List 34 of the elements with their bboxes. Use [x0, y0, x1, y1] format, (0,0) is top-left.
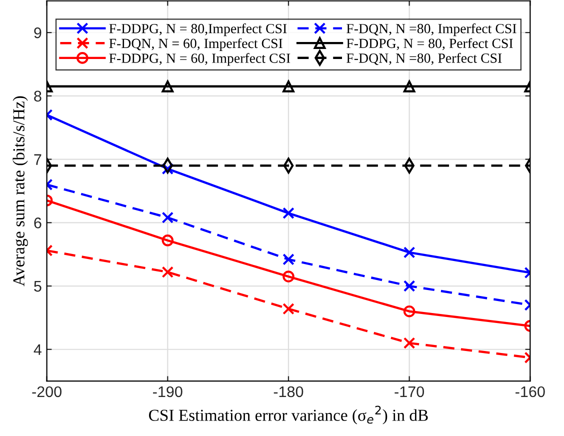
legend-label: F-DDPG, N = 80,Imperfect CSI — [109, 23, 287, 36]
point — [403, 337, 416, 349]
point — [162, 212, 174, 224]
y-tick-label: 4 — [34, 344, 42, 355]
point — [282, 253, 294, 266]
point — [282, 80, 294, 92]
point — [162, 162, 174, 175]
legend-label: F-DDPG, N = 60, Imperfect CSI — [109, 53, 290, 66]
point — [403, 80, 416, 92]
point — [403, 305, 416, 318]
x-tick-label: -200 — [32, 386, 62, 398]
x-tick-label: -180 — [274, 386, 304, 398]
legend-label: F-DQN, N = 60, Imperfect CSI — [109, 38, 282, 51]
y-tick-label: 7 — [34, 154, 42, 165]
y-tick-label: 5 — [34, 281, 42, 292]
y-axis-title: Average sum rate (bits/s/Hz) — [12, 96, 28, 286]
x-tick-label: -160 — [516, 386, 545, 398]
x-tick-label: -170 — [394, 386, 424, 398]
point — [282, 207, 294, 220]
x-tick-label: -190 — [153, 386, 182, 398]
legend-label: F-DQN, N =80, Imperfect CSI — [346, 23, 516, 36]
legend-label: F-DDPG, N = 80, Perfect CSI — [346, 38, 513, 50]
point — [162, 80, 174, 92]
x-axis-title: CSI Estimation error variance (σ$_{e}$$^{2}$) in dB — [149, 406, 428, 424]
y-tick-label: 9 — [34, 27, 42, 38]
point — [403, 280, 416, 292]
point — [162, 266, 174, 278]
y-tick-label: 6 — [34, 218, 42, 228]
legend-label: F-DQN, N =80, Perfect CSI — [346, 52, 502, 65]
point — [282, 302, 294, 315]
point — [162, 234, 174, 246]
point — [403, 246, 416, 258]
point — [282, 270, 294, 282]
y-tick-label: 8 — [34, 90, 42, 102]
